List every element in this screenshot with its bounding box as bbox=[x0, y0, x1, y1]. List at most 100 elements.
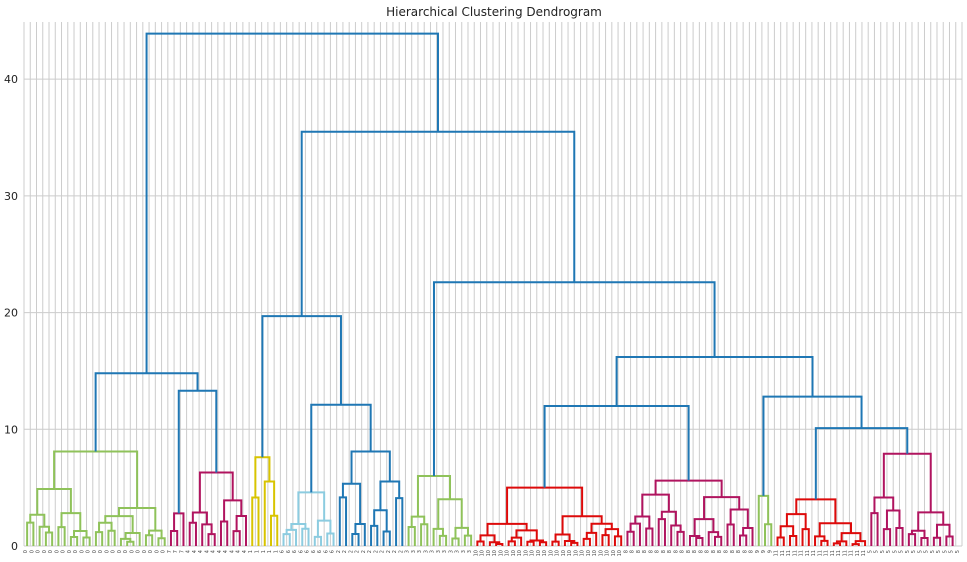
cluster-4-link bbox=[232, 530, 241, 546]
leaf-label: 10 bbox=[473, 550, 479, 556]
leaf-label: 10 bbox=[598, 550, 604, 556]
leaf-label: 2 bbox=[398, 550, 404, 553]
cluster-5-link bbox=[935, 523, 951, 538]
leaf-label: 6 bbox=[286, 550, 292, 553]
leaf-label: 10 bbox=[586, 550, 592, 556]
leaf-label: 1 bbox=[255, 550, 261, 553]
y-tick-label: 30 bbox=[4, 190, 18, 203]
leaf-label: 9 bbox=[755, 550, 761, 553]
leaf-label: 2 bbox=[342, 550, 348, 553]
leaf-label: 10 bbox=[605, 550, 611, 556]
chart-title: Hierarchical Clustering Dendrogram bbox=[386, 5, 602, 19]
leaf-label: 10 bbox=[611, 550, 617, 556]
cluster-1-link bbox=[263, 480, 276, 546]
leaf-label: 1 bbox=[248, 550, 254, 553]
cluster-11-link bbox=[820, 539, 829, 546]
leaf-label: 11 bbox=[861, 550, 867, 556]
merge-7-4 bbox=[177, 389, 218, 514]
leaf-label: 11 bbox=[849, 550, 855, 556]
cluster-0-link bbox=[82, 536, 91, 546]
leaf-label: 3 bbox=[442, 550, 448, 553]
leaf-label: 8 bbox=[661, 550, 667, 553]
leaf-label: 5 bbox=[955, 550, 961, 553]
leaf-label: 4 bbox=[223, 550, 229, 553]
leaf-label: 10 bbox=[523, 550, 529, 556]
leaf-label: 2 bbox=[367, 550, 373, 553]
leaf-label: 0 bbox=[92, 550, 98, 553]
leaf-label: 1 bbox=[273, 550, 279, 553]
leaf-label: 11 bbox=[780, 550, 786, 556]
leaf-label: 3 bbox=[436, 550, 442, 553]
merge-1-6-2 bbox=[261, 315, 342, 458]
leaf-label: 2 bbox=[392, 550, 398, 553]
leaf-label: 8 bbox=[636, 550, 642, 553]
leaf-label: 8 bbox=[711, 550, 717, 553]
cluster-2-link bbox=[373, 509, 388, 532]
leaf-label: 8 bbox=[642, 550, 648, 553]
leaf-label: 1 bbox=[267, 550, 273, 553]
cluster-0-link bbox=[69, 535, 79, 546]
cluster-0-link bbox=[53, 450, 139, 509]
leaf-label: 3 bbox=[423, 550, 429, 553]
cluster-10-link bbox=[479, 534, 496, 543]
cluster-0-link bbox=[148, 529, 163, 539]
cluster-5-link bbox=[910, 529, 926, 539]
leaf-label: 6 bbox=[323, 550, 329, 553]
leaf-label: 8 bbox=[736, 550, 742, 553]
cluster-5-link bbox=[920, 537, 929, 546]
cluster-11-link bbox=[779, 525, 795, 538]
cluster-0-link bbox=[26, 521, 35, 546]
leaf-label: 10 bbox=[573, 550, 579, 556]
leaf-label: 8 bbox=[648, 550, 654, 553]
cluster-11-link bbox=[789, 535, 798, 546]
leaf-label: 0 bbox=[54, 550, 60, 553]
leaf-label: 5 bbox=[899, 550, 905, 553]
leaf-label: 11 bbox=[805, 550, 811, 556]
leaf-label: 8 bbox=[724, 550, 730, 553]
leaf-label: 2 bbox=[373, 550, 379, 553]
cluster-11-link bbox=[776, 536, 785, 546]
leaf-label: 0 bbox=[67, 550, 73, 553]
leaf-label: 8 bbox=[749, 550, 755, 553]
leaf-label: 3 bbox=[405, 550, 411, 553]
leaf-label: 5 bbox=[917, 550, 923, 553]
leaf-label: 11 bbox=[799, 550, 805, 556]
leaf-label: 3 bbox=[411, 550, 417, 553]
leaf-label: 6 bbox=[298, 550, 304, 553]
leaf-label: 3 bbox=[430, 550, 436, 553]
leaf-label: 0 bbox=[29, 550, 35, 553]
cluster-3-link bbox=[410, 515, 426, 527]
leaf-label: 8 bbox=[623, 550, 629, 553]
leaf-label: 8 bbox=[673, 550, 679, 553]
leaf-label: 6 bbox=[311, 550, 317, 553]
cluster-11-link bbox=[814, 535, 826, 546]
leaf-label: 10 bbox=[592, 550, 598, 556]
leaf-label: 5 bbox=[874, 550, 880, 553]
cluster-4-link bbox=[198, 471, 234, 513]
cluster-2-link bbox=[354, 523, 366, 546]
leaf-label: 0 bbox=[161, 550, 167, 553]
leaf-label: 10 bbox=[486, 550, 492, 556]
leaf-label: 10 bbox=[548, 550, 554, 556]
cluster-8-link bbox=[695, 537, 704, 546]
grid bbox=[23, 22, 963, 547]
cluster-11-link bbox=[851, 543, 860, 546]
leaf-label: 5 bbox=[892, 550, 898, 553]
leaf-label: 11 bbox=[811, 550, 817, 556]
dendrogram-links bbox=[26, 32, 954, 546]
leaf-label: 3 bbox=[467, 550, 473, 553]
leaf-label: 2 bbox=[348, 550, 354, 553]
leaf-label: 3 bbox=[417, 550, 423, 553]
leaf-label: 2 bbox=[386, 550, 392, 553]
leaf-label: 8 bbox=[698, 550, 704, 553]
leaf-label: 4 bbox=[217, 550, 223, 553]
leaf-label: 8 bbox=[717, 550, 723, 553]
leaf-label: 10 bbox=[555, 550, 561, 556]
cluster-3-link bbox=[451, 537, 460, 546]
leaf-label: 3 bbox=[448, 550, 454, 553]
leaf-label: 8 bbox=[667, 550, 673, 553]
leaf-label: 8 bbox=[692, 550, 698, 553]
leaf-label: 4 bbox=[236, 550, 242, 553]
cluster-2-link bbox=[395, 497, 404, 546]
leaf-label: 10 bbox=[530, 550, 536, 556]
